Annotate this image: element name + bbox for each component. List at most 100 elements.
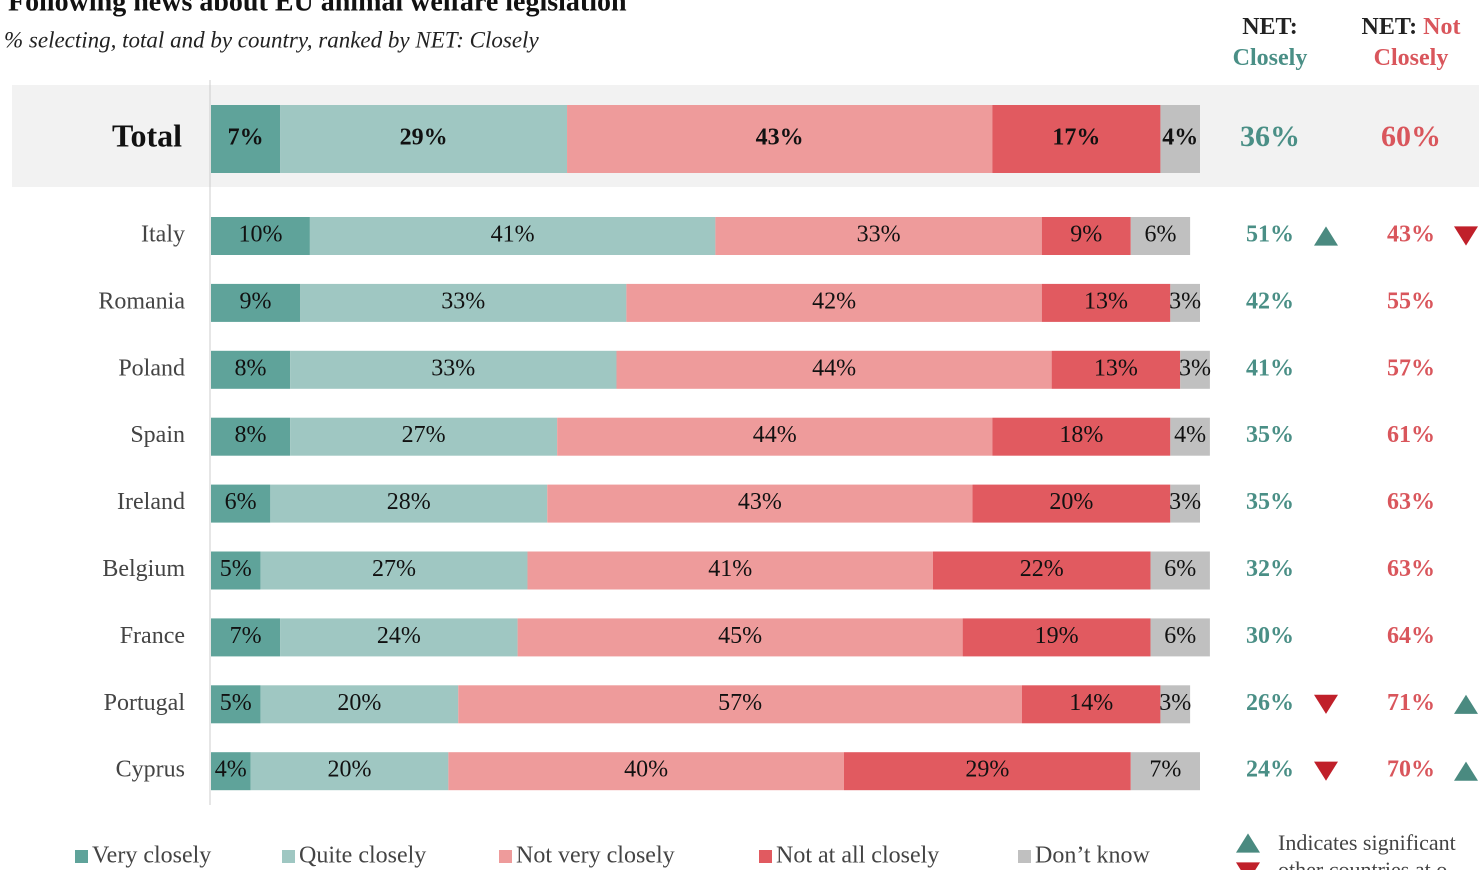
bar-segment [1041,217,1131,255]
bar-segment [1180,350,1210,389]
value-label: 20% [337,690,381,716]
net-value: 60% [1381,120,1441,153]
value-label: 29% [400,125,448,151]
value-label: 3% [1169,489,1201,515]
value-label: 6% [225,489,257,515]
value-label: 41% [491,222,535,248]
bar-segment [1150,618,1210,657]
bar-segment [211,752,251,791]
value-label: 4% [1174,422,1206,448]
value-label: 6% [1144,222,1176,248]
bar-segment [211,417,291,456]
bar-segment [280,618,518,657]
bar-segment [1170,484,1200,523]
bar-segment [1041,283,1171,322]
value-label: 4% [1162,125,1198,151]
net-value: 32% [1246,556,1294,582]
bar-segment [1130,752,1200,791]
net-value: 36% [1240,120,1300,153]
bar-segment [260,685,459,724]
net-value: 63% [1387,556,1435,582]
net-value: 41% [1246,355,1294,381]
net-value: 30% [1246,623,1294,649]
value-label: 28% [387,489,431,515]
category-label: Poland [118,355,185,381]
bar-segment [1170,283,1200,322]
bar-segment [448,752,844,791]
bar-segment [270,484,548,523]
value-label: 14% [1069,690,1113,716]
value-label: 22% [1020,556,1064,582]
value-label: 44% [753,422,797,448]
bar-segment [211,105,281,173]
bar-segment [250,752,449,791]
value-label: 42% [812,288,856,314]
bar-segment [527,551,933,590]
chart-subtitle: % selecting, total and by country, ranke… [4,27,539,52]
bar-segment [1160,685,1191,724]
significance-arrow [1236,833,1260,853]
legend-label: Quite closely [299,843,426,869]
significance-arrow [1454,694,1478,714]
net-value: 70% [1387,757,1435,783]
bar-segment [211,551,261,590]
value-label: 7% [1149,757,1181,783]
value-label: 43% [738,489,782,515]
bar-segment [1130,217,1191,255]
net-value: 63% [1387,489,1435,515]
value-label: 19% [1035,623,1079,649]
value-label: 3% [1179,355,1211,381]
note-text: other countries at o [1278,857,1447,870]
value-label: 33% [441,288,485,314]
bar-segment [962,618,1151,657]
bar-segment [992,105,1161,173]
bar-segment [290,417,558,456]
bar-segment [290,350,617,389]
significance-arrow [1454,226,1478,246]
category-label: Italy [141,222,185,248]
value-label: 6% [1164,556,1196,582]
net-name: Closely [1232,45,1308,71]
value-label: 33% [431,355,475,381]
bar-segment [843,752,1131,791]
legend-swatch [1018,850,1031,863]
value-label: 27% [402,422,446,448]
net-value: 71% [1387,690,1435,716]
net-value: 64% [1387,623,1435,649]
net-value: 24% [1246,757,1294,783]
legend-swatch [282,850,295,863]
net-header: NET: Not Closely [1346,12,1476,74]
value-label: 5% [220,690,252,716]
legend-swatch [75,850,88,863]
net-value: 55% [1387,288,1435,314]
bar-segment [1051,350,1181,389]
bar-segment [616,350,1052,389]
net-prefix: NET: [1361,14,1418,40]
bar-segment [1160,105,1200,173]
value-label: 5% [220,556,252,582]
bar-segment [932,551,1151,590]
net-value: 43% [1387,222,1435,248]
bar-segment [260,551,528,590]
value-label: 24% [377,623,421,649]
bar-segment [211,685,261,724]
value-label: 13% [1084,288,1128,314]
net-value: 61% [1387,422,1435,448]
note-text: Indicates significant [1278,830,1456,855]
value-label: 4% [215,757,247,783]
bar-segment [211,484,271,523]
bar-segment [715,217,1042,255]
bar-segment [567,105,993,173]
legend-label: Not at all closely [776,843,939,869]
net-value: 57% [1387,355,1435,381]
value-label: 41% [708,556,752,582]
value-label: 40% [624,757,668,783]
legend-label: Don’t know [1035,843,1151,869]
category-label: Belgium [102,556,185,582]
category-label: Ireland [117,489,185,515]
value-label: 13% [1094,355,1138,381]
value-label: 9% [1070,222,1102,248]
value-label: 20% [1049,489,1093,515]
value-label: 9% [240,288,272,314]
